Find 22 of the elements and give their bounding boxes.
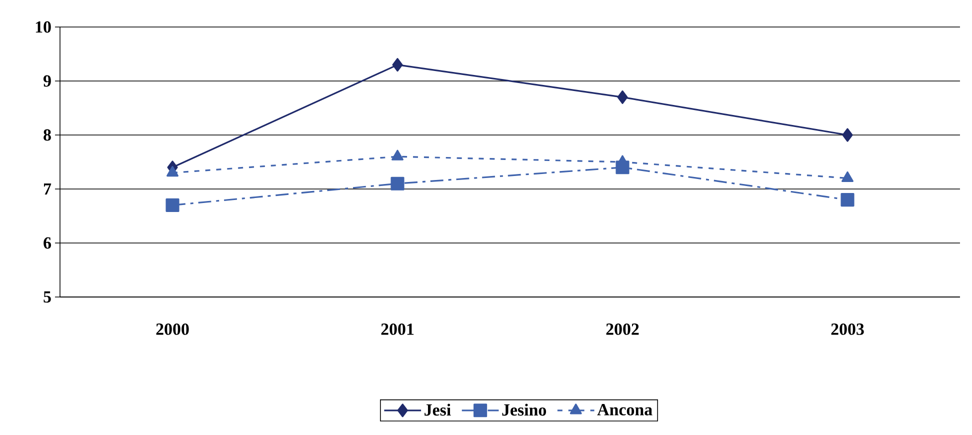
point: [166, 198, 180, 212]
y-tick-label: 9: [44, 75, 51, 87]
point: [840, 193, 854, 207]
point: [617, 90, 628, 104]
legend-label: Jesi: [424, 404, 451, 416]
y-tick-label: 10: [36, 21, 51, 33]
x-tick-label: 2001: [381, 324, 414, 335]
y-tick-label: 5: [44, 291, 51, 303]
x-tick-label: 2003: [831, 324, 864, 335]
legend-label: Jesino: [502, 404, 546, 416]
point: [166, 166, 178, 177]
point: [390, 176, 404, 190]
legend-label: Ancona: [597, 404, 652, 416]
point: [842, 171, 854, 182]
point: [392, 150, 404, 160]
y-tick-label: 8: [44, 129, 51, 141]
point: [392, 58, 403, 72]
y-tick-label: 6: [44, 237, 51, 249]
point: [842, 128, 853, 142]
x-tick-label: 2000: [156, 324, 189, 335]
x-tick-label: 2002: [606, 324, 639, 335]
y-tick-label: 7: [44, 183, 52, 195]
